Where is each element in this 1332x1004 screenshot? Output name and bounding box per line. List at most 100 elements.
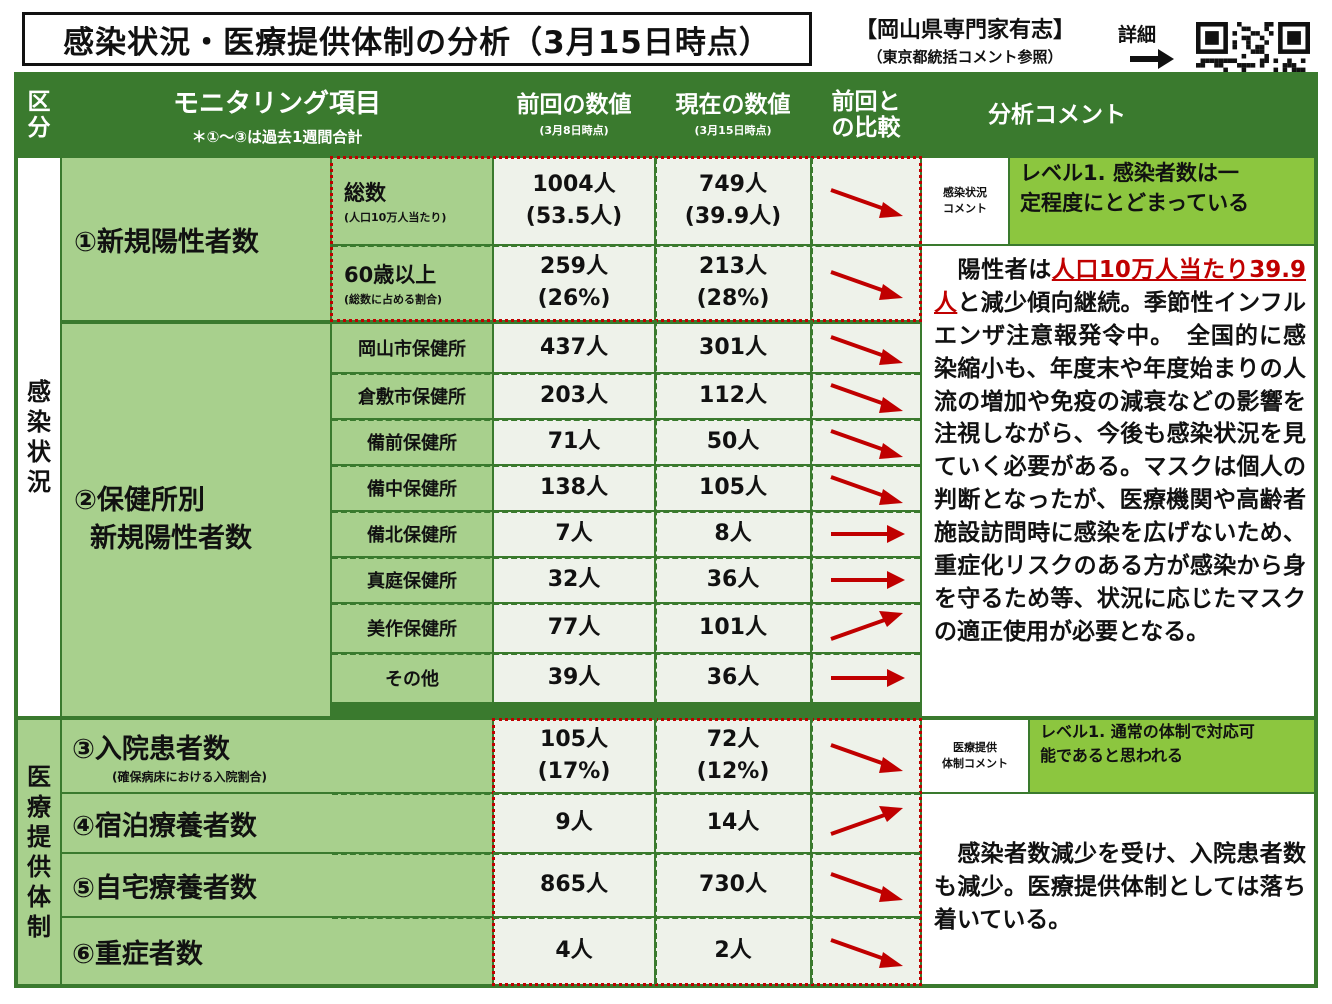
dashed-separator — [332, 556, 920, 559]
trend-total — [812, 158, 920, 244]
dashed-separator — [332, 244, 920, 247]
medical-comment-box — [922, 794, 1314, 984]
inpatient-label: ③入院患者数 (確保病床における入院割合) — [62, 720, 492, 792]
dashed-separator — [332, 372, 920, 375]
trend-maniwa — [812, 558, 920, 602]
trend-inpatient — [812, 720, 920, 792]
trend-mimasaka — [812, 604, 920, 652]
arrow-flat-icon — [831, 669, 905, 687]
sub-item-over60: 60歳以上 (総数に占める割合) — [332, 246, 492, 320]
dashed-separator — [332, 464, 920, 467]
prev-value-bitchu: 138人 — [494, 466, 654, 510]
organization-note: （東京都統括コメント参照） — [867, 48, 1063, 66]
trend-bihoku — [812, 512, 920, 556]
curr-value-severe: 2人 — [656, 918, 810, 984]
dashed-separator — [654, 158, 657, 984]
medical-comment-text: 感染者数減少を受け、入院患者数も減少。医療提供体制としては落ち着いている。 — [934, 841, 1306, 933]
home-label: ⑤自宅療養者数 — [62, 854, 492, 916]
arrow-down-icon — [830, 270, 903, 300]
arrow-flat-icon — [831, 571, 905, 589]
trend-kurashiki-city — [812, 374, 920, 418]
prev-value-hotel: 9人 — [494, 794, 654, 852]
curr-value-home: 730人 — [656, 854, 810, 916]
dashed-separator — [332, 602, 920, 605]
medical-level: レベル1. 通常の体制で対応可 能であると思われる — [1030, 720, 1314, 792]
trend-okayama-city — [812, 324, 920, 372]
arrow-down-icon — [830, 429, 903, 459]
prev-value-other: 39人 — [494, 654, 654, 702]
trend-severe — [812, 918, 920, 984]
category-medical: 医療 提供 体制 — [18, 720, 60, 984]
prev-value-okayama-city: 437人 — [494, 324, 654, 372]
arrow-down-icon — [830, 335, 903, 365]
curr-value-other: 36人 — [656, 654, 810, 702]
infection-level: レベル1. 感染者数は一 定程度にとどまっている — [1010, 158, 1314, 244]
prev-value-kurashiki-city: 203人 — [494, 374, 654, 418]
header-compare: 前回と の比較 — [812, 76, 920, 154]
arrow-down-icon — [830, 872, 903, 902]
curr-value-mimasaka: 101人 — [656, 604, 810, 652]
page-title: 感染状況・医療提供体制の分析（3月15日時点） — [22, 12, 812, 66]
health-center-other: その他 — [332, 654, 492, 702]
dashed-separator — [332, 852, 920, 855]
header-kubun: 区分 — [18, 76, 60, 154]
health-center-label: ②保健所別 新規陽性者数 — [62, 324, 330, 716]
curr-value-hotel: 14人 — [656, 794, 810, 852]
dashed-separator — [332, 418, 920, 421]
arrow-down-icon — [830, 188, 903, 218]
prev-value-bizen: 71人 — [494, 420, 654, 464]
header-prev: 前回の数値 (3月8日時点) — [494, 76, 654, 154]
arrow-up-icon — [830, 806, 903, 836]
infection-comment-text: 陽性者は人口10万人当たり39.9人と減少傾向継続。季節性インフルエンザ注意報発… — [934, 257, 1307, 645]
arrow-down-icon — [830, 743, 903, 773]
trend-home — [812, 854, 920, 916]
detail-label: 詳細 — [1118, 24, 1157, 46]
organization-name: 【岡山県専門家有志】 — [854, 18, 1075, 43]
prev-value-mimasaka: 77人 — [494, 604, 654, 652]
right-arrow-icon — [1130, 49, 1174, 69]
trend-other — [812, 654, 920, 702]
curr-value-inpatient: 72人 (12%) — [656, 720, 810, 792]
curr-value-bizen: 50人 — [656, 420, 810, 464]
curr-value-maniwa: 36人 — [656, 558, 810, 602]
health-center-bizen: 備前保健所 — [332, 420, 492, 464]
trend-hotel — [812, 794, 920, 852]
health-center-bihoku: 備北保健所 — [332, 512, 492, 556]
header-monitoring: モニタリング項目 ＊①～③は過去1週間合計 — [62, 76, 492, 154]
arrow-down-icon — [830, 938, 903, 968]
medical-comment-label: 医療提供 体制コメント — [922, 720, 1028, 792]
prev-value-bihoku: 7人 — [494, 512, 654, 556]
new-positive-label: ①新規陽性者数 — [62, 158, 330, 320]
header-analysis: 分析コメント — [922, 76, 1192, 154]
trend-over60 — [812, 246, 920, 320]
health-center-okayama-city: 岡山市保健所 — [332, 324, 492, 372]
organization: 【岡山県専門家有志】 （東京都統括コメント参照） — [830, 12, 1100, 67]
prev-value-home: 865人 — [494, 854, 654, 916]
trend-bizen — [812, 420, 920, 464]
curr-value-bihoku: 8人 — [656, 512, 810, 556]
dashed-separator — [332, 652, 920, 655]
trend-bitchu — [812, 466, 920, 510]
dashed-separator — [332, 916, 920, 919]
prev-value-severe: 4人 — [494, 918, 654, 984]
curr-value-okayama-city: 301人 — [656, 324, 810, 372]
sub-item-total: 総数 (人口10万人当たり) — [332, 158, 492, 244]
health-center-kurashiki-city: 倉敷市保健所 — [332, 374, 492, 418]
severe-label: ⑥重症者数 — [62, 918, 492, 984]
curr-value-kurashiki-city: 112人 — [656, 374, 810, 418]
prev-value-inpatient: 105人 (17%) — [494, 720, 654, 792]
curr-value-bitchu: 105人 — [656, 466, 810, 510]
category-infection: 感染 状況 — [18, 158, 60, 716]
health-center-bitchu: 備中保健所 — [332, 466, 492, 510]
arrow-flat-icon — [831, 525, 905, 543]
prev-value-total: 1004人 (53.5人) — [494, 158, 654, 244]
curr-value-total: 749人 (39.9人) — [656, 158, 810, 244]
infection-comment-label: 感染状況 コメント — [922, 158, 1008, 244]
dashed-separator — [810, 158, 813, 984]
health-center-mimasaka: 美作保健所 — [332, 604, 492, 652]
header-curr: 現在の数値 (3月15日時点) — [656, 76, 810, 154]
prev-value-over60: 259人 (26%) — [494, 246, 654, 320]
arrow-up-icon — [830, 611, 903, 641]
highlight-rate: 人口10万人当たり39.9人 — [934, 257, 1307, 316]
curr-value-over60: 213人 (28%) — [656, 246, 810, 320]
